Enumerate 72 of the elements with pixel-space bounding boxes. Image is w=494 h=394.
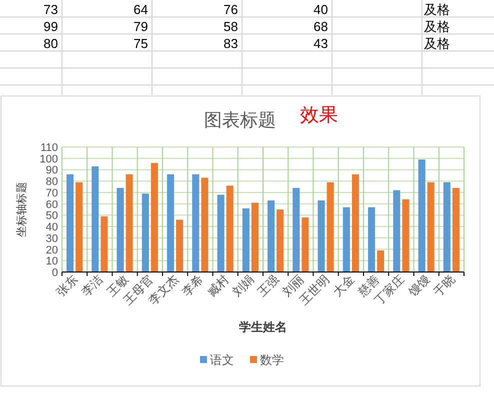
text: 75 — [134, 36, 148, 51]
bar — [352, 174, 359, 272]
y-tick-label: 80 — [46, 176, 58, 188]
text: 73 — [44, 2, 58, 17]
bar — [217, 194, 224, 272]
bar — [326, 182, 334, 272]
legend-label: 数学 — [260, 353, 284, 367]
y-tick-label: 100 — [40, 153, 58, 166]
x-tick-label: 李希 — [179, 272, 206, 300]
bar — [377, 250, 384, 272]
bar — [167, 174, 174, 272]
text: 及格 — [424, 19, 450, 34]
text: 76 — [224, 2, 238, 17]
bar — [66, 174, 74, 272]
bar — [443, 182, 450, 272]
y-tick-label: 70 — [46, 187, 58, 200]
bar — [418, 160, 426, 272]
text: 99 — [44, 19, 58, 34]
text: 及格 — [424, 2, 450, 17]
x-axis-title: 学生姓名 — [239, 320, 287, 334]
bar — [201, 178, 208, 272]
text: 效果 — [300, 105, 338, 126]
bar — [126, 174, 133, 272]
y-tick-label: 20 — [46, 244, 58, 256]
text: 58 — [224, 19, 238, 34]
text: 68 — [314, 19, 328, 34]
y-tick-label: 10 — [46, 256, 58, 268]
x-tick-label: 王强 — [254, 272, 282, 300]
text: 40 — [314, 2, 328, 17]
y-tick-label: 0 — [52, 267, 58, 279]
bar — [302, 217, 309, 272]
bar — [242, 208, 250, 272]
chart-title: 图表标题 — [204, 110, 276, 130]
bar — [92, 166, 99, 272]
bar — [342, 207, 350, 272]
x-tick-label: 刘娟 — [230, 272, 257, 300]
y-tick-label: 50 — [46, 210, 58, 222]
x-tick-label: 大金 — [330, 272, 358, 300]
bar — [100, 216, 108, 272]
y-axis-title: 坐标轴标题 — [15, 182, 28, 237]
text: 64 — [134, 2, 148, 17]
x-tick-label: 馒馒 — [404, 272, 432, 300]
bar — [427, 182, 434, 272]
bar — [76, 182, 83, 272]
text: 43 — [314, 36, 328, 51]
text: 及格 — [424, 36, 450, 51]
text: 79 — [134, 19, 148, 34]
legend-label: 语文 — [210, 353, 234, 367]
y-tick-label: 30 — [46, 232, 58, 245]
x-tick-label: 李洁 — [78, 272, 106, 300]
bar — [142, 194, 149, 272]
y-tick-label: 110 — [40, 142, 58, 154]
bar — [368, 207, 376, 272]
bar — [318, 200, 325, 272]
bar — [292, 188, 300, 272]
bar — [150, 162, 158, 272]
bar — [452, 188, 460, 272]
bar — [116, 188, 124, 272]
bar — [393, 190, 400, 272]
bar — [402, 199, 410, 272]
bar — [226, 186, 234, 272]
y-tick-label: 90 — [46, 164, 58, 177]
text: 83 — [224, 36, 238, 51]
bar — [251, 202, 258, 272]
bar — [276, 210, 284, 272]
x-tick-label: 于晓 — [430, 272, 458, 300]
x-tick-label: 臧村 — [204, 272, 232, 300]
bar — [268, 200, 275, 272]
bar — [176, 220, 184, 272]
y-tick-label: 40 — [46, 222, 58, 234]
y-tick-label: 60 — [46, 198, 58, 211]
bar — [192, 174, 200, 272]
